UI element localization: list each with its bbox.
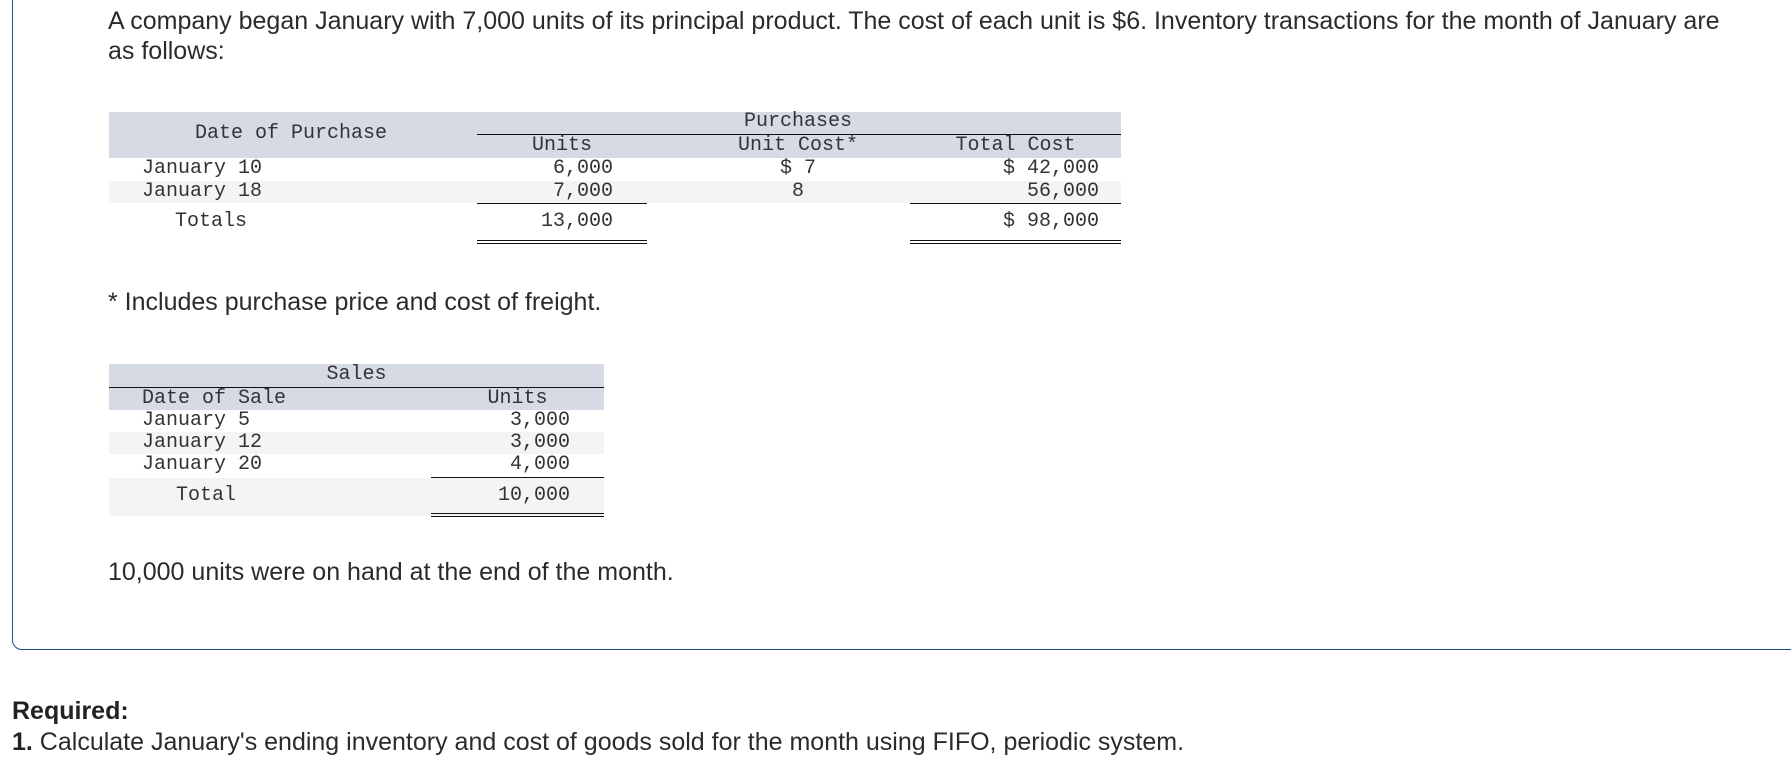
purchase-total-cost: 56,000 [1026,180,1099,203]
sales-subtotal-rule [431,477,604,478]
purchases-group-header: Purchases [743,110,853,133]
required-item-text: Calculate January's ending inventory and… [32,728,1185,756]
sales-units-header: Units [487,387,548,410]
totals-label: Totals [174,210,247,233]
sales-row-stripe [109,432,604,454]
cost-subtotal-rule [910,203,1121,204]
purchase-unit-cost: 8 [791,180,804,203]
sale-units: 4,000 [509,453,570,476]
on-hand-note: 10,000 units were on hand at the end of … [108,558,674,586]
sales-total-double-rule [431,513,604,517]
intro-text: A company began January with 7,000 units… [108,7,1720,65]
sale-units: 3,000 [509,409,570,432]
units-subtotal-rule [477,203,647,204]
sale-units: 3,000 [509,431,570,454]
purchase-units: 7,000 [552,180,613,203]
sales-total-stripe [109,478,604,516]
question-panel [12,0,1791,650]
sales-total-label: Total [175,484,236,507]
purchase-units: 6,000 [552,157,613,180]
purchases-header-band [109,112,1121,158]
sales-group-header: Sales [326,363,387,386]
required-section: Required: 1. Calculate January's ending … [12,696,1184,758]
sales-group-rule [109,387,604,388]
sale-date: January 20 [142,453,263,476]
sale-date: January 12 [142,431,263,454]
total-cost-header: Total Cost [955,134,1076,157]
required-heading: Required: [12,697,129,725]
units-total-double-rule [477,240,647,244]
purchase-total-cost: $ 42,000 [1002,157,1099,180]
date-of-purchase-header: Date of Purchase [194,122,388,145]
unit-cost-header: Unit Cost* [737,134,859,157]
required-item: 1. Calculate January's ending inventory … [12,727,1184,758]
sale-date: January 5 [142,409,251,432]
purchases-row-stripe [109,181,1121,203]
sales-total-units: 10,000 [497,484,570,507]
date-of-sale-header: Date of Sale [142,387,287,410]
purchase-date: January 18 [142,180,263,203]
cost-total-double-rule [910,240,1121,244]
required-item-number: 1. [12,728,33,756]
purchase-date: January 10 [142,157,263,180]
units-header: Units [531,134,592,157]
purchase-unit-cost: $ 7 [779,157,816,180]
group-header-rule [477,134,1121,135]
footnote: * Includes purchase price and cost of fr… [108,288,602,316]
totals-cost: $ 98,000 [1002,210,1099,233]
totals-units: 13,000 [540,210,613,233]
